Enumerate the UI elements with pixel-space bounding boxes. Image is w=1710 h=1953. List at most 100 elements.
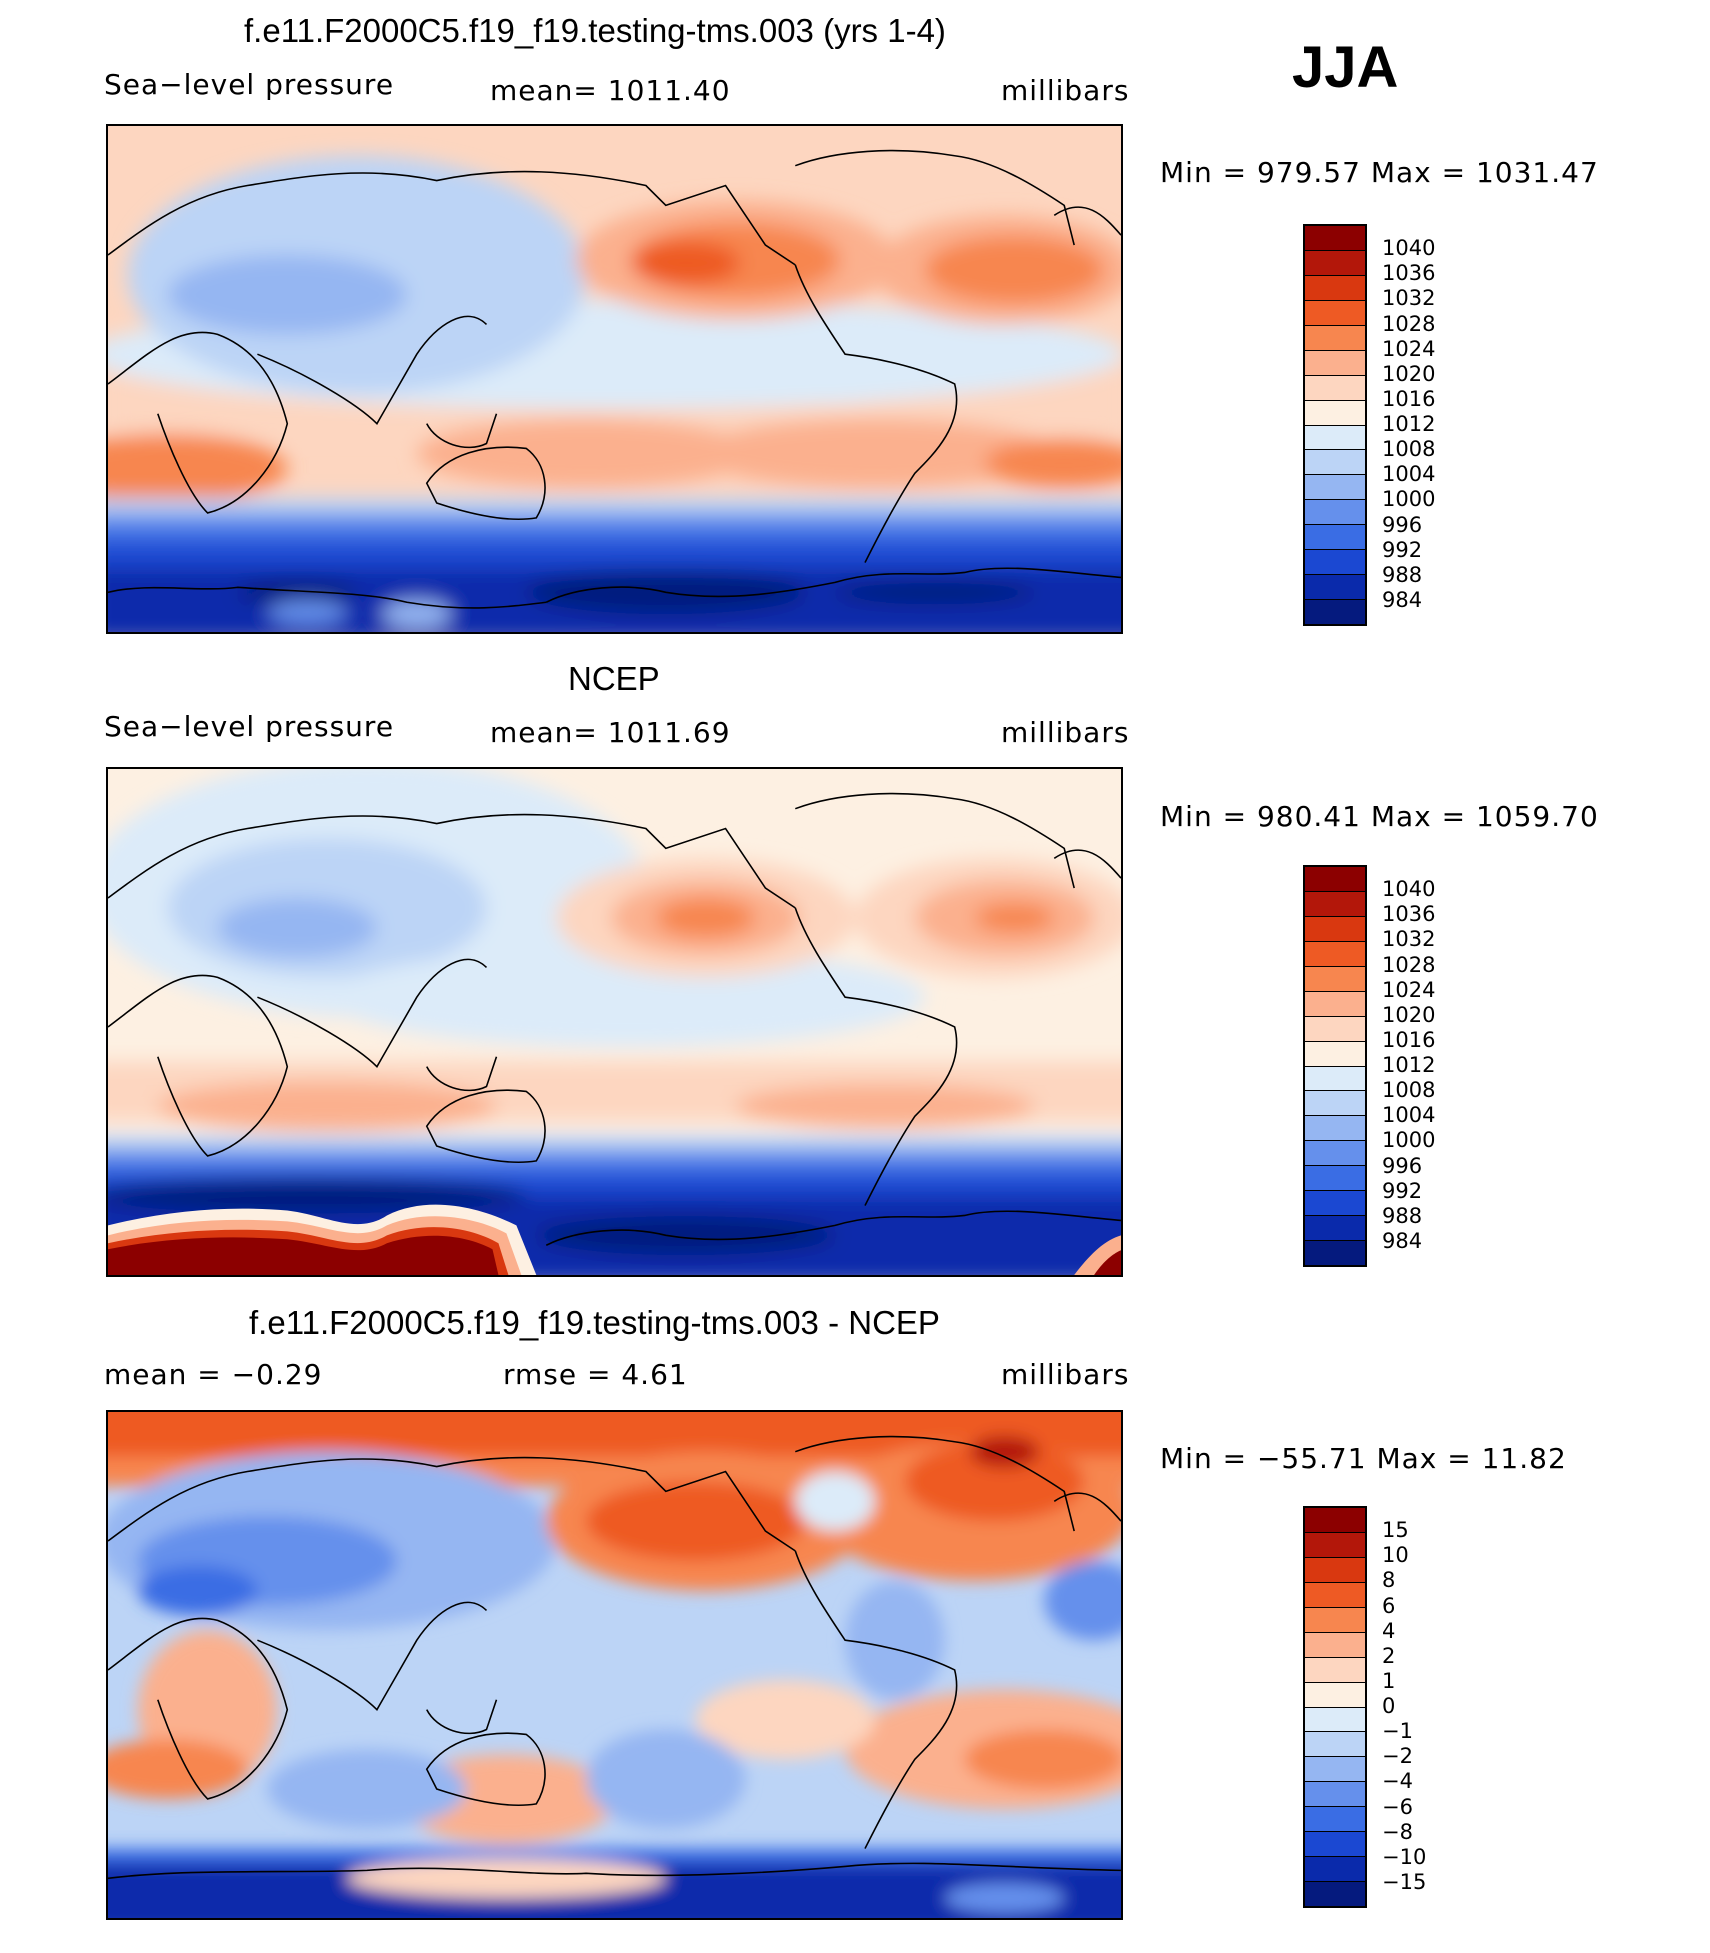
colorbar-swatch	[1305, 350, 1365, 376]
colorbar-tick-label: 1012	[1382, 412, 1436, 436]
colorbar-swatch	[1305, 1166, 1365, 1192]
panel-2-units: millibars	[1001, 716, 1130, 749]
colorbar-tick-label: 15	[1382, 1518, 1409, 1543]
colorbar-swatch	[1305, 1191, 1365, 1217]
colorbar-swatch	[1305, 600, 1365, 624]
colorbar-swatch	[1305, 325, 1365, 351]
colorbar-swatch	[1305, 1657, 1365, 1683]
panel-2-colorbar	[1303, 865, 1367, 1267]
colorbar-tick-label: 10	[1382, 1543, 1409, 1568]
panel-1-units: millibars	[1001, 74, 1130, 107]
season-label: JJA	[1292, 35, 1399, 100]
colorbar-swatch	[1305, 226, 1365, 251]
colorbar-tick-label: 6	[1382, 1593, 1396, 1618]
colorbar-swatch	[1305, 300, 1365, 326]
colorbar-tick-label: −8	[1382, 1819, 1413, 1844]
colorbar-tick-label: 996	[1382, 1153, 1423, 1178]
colorbar-tick-label: −15	[1382, 1869, 1427, 1894]
colorbar-swatch	[1305, 425, 1365, 451]
colorbar-swatch	[1305, 1216, 1365, 1242]
panel-2-map	[106, 767, 1123, 1277]
colorbar-swatch	[1305, 1091, 1365, 1117]
colorbar-swatch	[1305, 1508, 1365, 1533]
panel-3-map	[106, 1410, 1123, 1920]
colorbar-swatch	[1305, 966, 1365, 992]
colorbar-tick-label: −6	[1382, 1794, 1413, 1819]
colorbar-tick-label: 1040	[1382, 877, 1436, 902]
colorbar-tick-label: −4	[1382, 1769, 1413, 1794]
colorbar-tick-label: 1020	[1382, 1002, 1436, 1027]
colorbar-tick-label: 1036	[1382, 261, 1436, 286]
panel-1-mean-label: mean= 1011.40	[490, 74, 731, 107]
colorbar-tick-label: 996	[1382, 512, 1423, 537]
colorbar-swatch	[1305, 1632, 1365, 1658]
panel-1-variable-label: Sea−level pressure	[104, 68, 395, 101]
colorbar-tick-label: 1024	[1382, 977, 1436, 1002]
panel-3-map-svg	[108, 1412, 1121, 1918]
colorbar-tick-label: −1	[1382, 1719, 1413, 1744]
colorbar-tick-label: 0	[1382, 1694, 1396, 1718]
colorbar-tick-label: 1	[1382, 1668, 1396, 1693]
colorbar-swatch	[1305, 891, 1365, 917]
colorbar-tick-label: 1000	[1382, 487, 1436, 512]
colorbar-tick-label: 1032	[1382, 286, 1436, 311]
colorbar-swatch	[1305, 400, 1365, 426]
colorbar-tick-label: 984	[1382, 587, 1423, 612]
colorbar-swatch	[1305, 1757, 1365, 1783]
panel-2-map-svg	[108, 769, 1121, 1275]
colorbar-swatch	[1305, 475, 1365, 501]
colorbar-swatch	[1305, 1732, 1365, 1758]
colorbar-tick-label: 992	[1382, 1178, 1423, 1203]
colorbar-swatch	[1305, 1066, 1365, 1092]
colorbar-swatch	[1305, 1782, 1365, 1808]
colorbar-swatch	[1305, 450, 1365, 476]
colorbar-swatch	[1305, 1141, 1365, 1167]
colorbar-swatch	[1305, 991, 1365, 1017]
colorbar-tick-label: 1016	[1382, 1027, 1436, 1052]
colorbar-swatch	[1305, 275, 1365, 301]
colorbar-swatch	[1305, 375, 1365, 401]
panel-1-map-svg	[108, 126, 1121, 632]
panel-2-mean-label: mean= 1011.69	[490, 716, 731, 749]
colorbar-swatch	[1305, 575, 1365, 601]
colorbar-swatch	[1305, 500, 1365, 526]
colorbar-swatch	[1305, 867, 1365, 892]
panel-3-colorbar	[1303, 1506, 1367, 1908]
colorbar-tick-label: 1004	[1382, 462, 1436, 487]
panel-3-rmse-label: rmse = 4.61	[503, 1358, 688, 1391]
panel-1-map	[106, 124, 1123, 634]
colorbar-swatch	[1305, 916, 1365, 942]
colorbar-tick-label: 992	[1382, 537, 1423, 562]
colorbar-tick-label: 2	[1382, 1643, 1396, 1668]
colorbar-swatch	[1305, 250, 1365, 276]
panel-3-coastlines	[108, 1435, 1121, 1880]
panel-3-units: millibars	[1001, 1358, 1130, 1391]
panel-1-coastlines	[108, 149, 1121, 609]
colorbar-swatch	[1305, 1607, 1365, 1633]
colorbar-tick-label: 1028	[1382, 952, 1436, 977]
colorbar-tick-label: 1024	[1382, 336, 1436, 361]
panel-3-minmax: Min = −55.71 Max = 11.82	[1160, 1442, 1567, 1475]
panel-2-variable-label: Sea−level pressure	[104, 710, 395, 743]
colorbar-tick-label: 1016	[1382, 386, 1436, 411]
panel-2-title: NCEP	[568, 660, 660, 697]
colorbar-tick-label: 1036	[1382, 902, 1436, 927]
colorbar-tick-label: 1028	[1382, 311, 1436, 336]
colorbar-tick-label: −10	[1382, 1844, 1427, 1869]
colorbar-tick-label: 1000	[1382, 1128, 1436, 1153]
colorbar-tick-label: −2	[1382, 1744, 1413, 1769]
colorbar-tick-label: 1032	[1382, 927, 1436, 952]
colorbar-swatch	[1305, 525, 1365, 551]
panel-2-antarctic-high	[108, 1204, 1121, 1275]
colorbar-swatch	[1305, 1882, 1365, 1906]
panel-3-title: f.e11.F2000C5.f19_f19.testing-tms.003 - …	[249, 1304, 940, 1341]
colorbar-swatch	[1305, 1016, 1365, 1042]
colorbar-swatch	[1305, 1532, 1365, 1558]
colorbar-swatch	[1305, 1857, 1365, 1883]
colorbar-tick-label: 984	[1382, 1228, 1423, 1253]
colorbar-swatch	[1305, 1832, 1365, 1858]
colorbar-tick-label: 988	[1382, 1203, 1423, 1228]
colorbar-tick-label: 4	[1382, 1618, 1396, 1643]
colorbar-swatch	[1305, 1241, 1365, 1265]
colorbar-swatch	[1305, 550, 1365, 576]
